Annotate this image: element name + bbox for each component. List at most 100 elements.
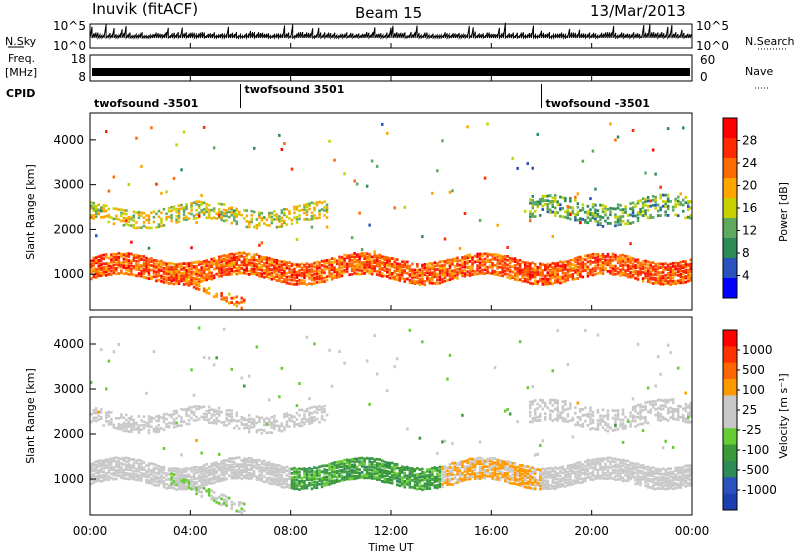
heatmap-cell [140,255,143,258]
heatmap-cell [636,423,640,427]
heatmap-cell [576,461,580,465]
heatmap-cell [250,463,254,466]
heatmap-cell [92,473,96,476]
heatmap-cell [624,205,627,209]
heatmap-cell [243,459,246,463]
heatmap-cell [265,275,269,278]
heatmap-cell [325,275,329,278]
heatmap-cell [687,215,690,219]
heatmap-cell [398,466,402,470]
heatmap-cell [162,417,166,421]
heatmap-cell [190,203,193,207]
heatmap-cell [268,472,271,476]
heatmap-cell [275,483,279,486]
heatmap-cell [639,267,642,270]
heatmap-cell [589,409,592,412]
heatmap-cell [483,252,487,256]
heatmap-cell [233,426,236,430]
heatmap-cell [293,482,296,485]
heatmap-cell [195,287,198,291]
heatmap-cell [313,208,316,212]
heatmap-cell [634,482,637,486]
heatmap-cell [293,273,296,276]
heatmap-cell [310,270,314,274]
heatmap-cell [222,212,226,215]
heatmap-cell [288,212,291,215]
heatmap-cell [529,219,532,223]
heatmap-cell [92,467,96,471]
heatmap-cell [190,411,193,415]
heatmap-cell [466,467,469,470]
heatmap-cell [177,265,181,269]
heatmap-cell [295,208,299,211]
heatmap-cell [629,461,632,465]
heatmap-cell [488,474,492,478]
heatmap-cell [626,466,630,470]
heatmap-cell [195,200,198,203]
heatmap-cell [202,289,206,293]
heatmap-cell [564,271,567,275]
heatmap-cell [130,472,133,476]
heatmap-cell [165,472,168,475]
heatmap-cell [360,266,364,269]
heatmap-cell [278,274,281,277]
heatmap-cell [222,263,226,267]
heatmap-cell [448,477,452,481]
heatmap-cell [436,282,439,285]
heatmap-cell [185,205,188,208]
heatmap-cell [441,139,444,143]
heatmap-cell [606,261,610,264]
heatmap-cell [446,475,449,479]
heatmap-cell [486,122,489,126]
heatmap-cell [418,475,422,479]
heatmap-cell [250,472,254,476]
heatmap-cell [534,487,537,491]
heatmap-cell [491,477,494,480]
heatmap-cell [466,266,469,269]
heatmap-cell [95,209,98,213]
heatmap-cell [416,270,419,274]
heatmap-cell [556,477,560,481]
heatmap-cell [611,468,615,472]
heatmap-cell [278,279,281,283]
heatmap-cell [614,428,617,432]
heatmap-cell [634,415,637,419]
heatmap-cell [574,462,577,466]
heatmap-cell [205,469,208,473]
heatmap-cell [255,463,259,467]
heatmap-cell [253,262,256,266]
heatmap-cell [308,204,311,208]
heatmap-cell [125,219,128,223]
heatmap-cell [295,423,299,426]
heatmap-cell [285,278,289,282]
heatmap-cell [549,265,552,268]
heatmap-cell [245,460,249,463]
heatmap-cell [634,425,637,428]
heatmap-cell [147,415,151,418]
heatmap-cell [564,478,567,482]
heatmap-cell [333,466,336,470]
heatmap-cell [546,484,550,488]
heatmap-cell [564,263,567,267]
heatmap-cell [283,260,286,263]
heatmap-cell [192,285,196,289]
heatmap-cell [187,280,191,283]
heatmap-cell [300,485,304,488]
heatmap-cell [340,469,344,472]
heatmap-cell [185,422,188,426]
heatmap-cell [278,270,281,274]
heatmap-cell [498,265,502,269]
heatmap-cell [112,468,116,472]
heatmap-cell [353,463,356,467]
heatmap-cell [313,278,316,282]
heatmap-cell [182,480,186,484]
heatmap-cell [177,276,181,279]
heatmap-cell [441,479,444,482]
heatmap-cell [383,480,387,484]
heatmap-cell [140,258,143,261]
heatmap-cell [230,460,234,464]
heatmap-cell [687,201,690,205]
heatmap-cell [456,481,459,484]
heatmap-cell [599,465,602,469]
heatmap-cell [631,408,635,411]
